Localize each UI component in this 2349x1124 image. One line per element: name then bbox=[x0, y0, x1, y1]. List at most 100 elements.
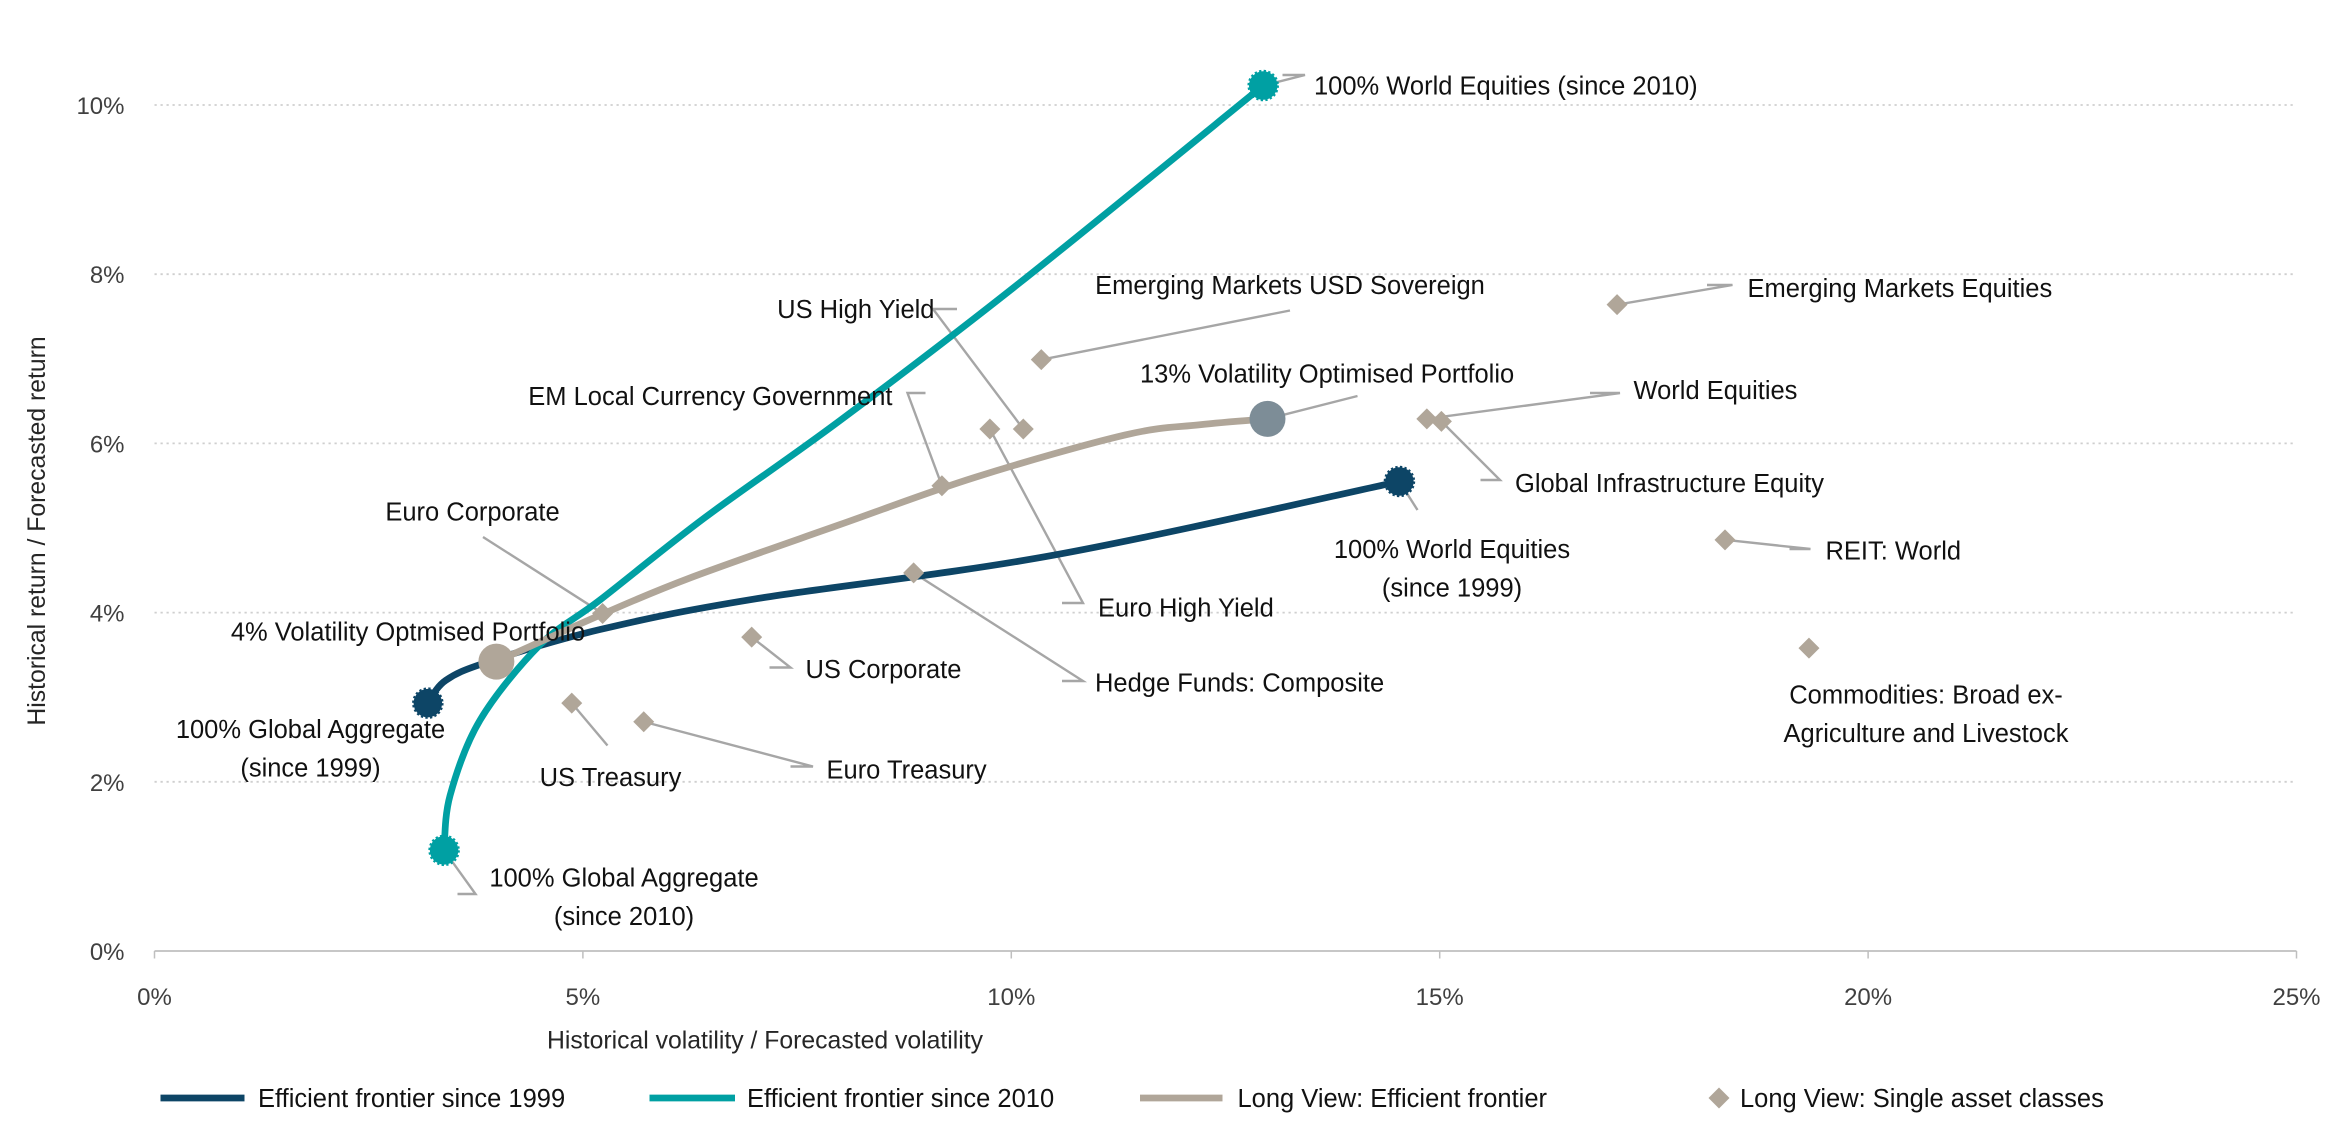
leader-line bbox=[1426, 391, 1621, 421]
asset-label: Global Infrastructure Equity bbox=[1515, 470, 1824, 498]
leader-line bbox=[750, 636, 794, 669]
global-aggregate-1999-marker bbox=[412, 687, 444, 719]
x-tick-label: 5% bbox=[566, 984, 601, 1011]
label-line: Euro Corporate bbox=[385, 499, 559, 527]
label-line: US Corporate bbox=[806, 656, 962, 684]
x-axis-title: Historical volatility / Forecasted volat… bbox=[547, 1028, 984, 1055]
y-axis-title: Historical return / Forecasted return bbox=[24, 336, 51, 725]
label-line: 100% World Equities bbox=[1334, 536, 1570, 564]
x-tick-label: 15% bbox=[1416, 984, 1464, 1011]
x-tick-label: 25% bbox=[2272, 984, 2320, 1011]
label-line: Hedge Funds: Composite bbox=[1095, 670, 1384, 698]
asset-diamond-marker bbox=[592, 602, 614, 624]
label-line: US High Yield bbox=[777, 296, 934, 324]
asset-diamond-marker bbox=[1714, 529, 1736, 551]
label-line: (since 2010) bbox=[554, 903, 694, 931]
label-line: (since 1999) bbox=[240, 754, 380, 782]
opt-portfolio-13-label: 13% Volatility Optimised Portfolio bbox=[1140, 361, 1514, 389]
global-aggregate-1999-label: 100% Global Aggregate (since 1999) bbox=[176, 716, 445, 782]
x-tick-label: 10% bbox=[987, 984, 1035, 1011]
label-line: Euro High Yield bbox=[1098, 595, 1274, 623]
label-line: 100% Global Aggregate bbox=[489, 865, 758, 893]
asset-label: US Corporate bbox=[806, 656, 962, 684]
asset-label: Emerging Markets USD Sovereign bbox=[1095, 272, 1485, 300]
leader-line bbox=[570, 702, 609, 747]
label-line: Commodities: Broad ex- bbox=[1789, 682, 2063, 710]
asset-label: REIT: World bbox=[1826, 538, 1962, 566]
leader-lines bbox=[443, 73, 1811, 896]
opt-portfolio-4-marker bbox=[478, 643, 515, 680]
legend-swatch-diamond bbox=[1708, 1087, 1730, 1109]
legend-label: Efficient frontier since 1999 bbox=[258, 1085, 565, 1113]
asset-label: Emerging Markets Equities bbox=[1748, 275, 2053, 303]
label-line: 13% Volatility Optimised Portfolio bbox=[1140, 361, 1514, 389]
legend-label: Efficient frontier since 2010 bbox=[747, 1085, 1054, 1113]
label-line: Euro Treasury bbox=[827, 757, 987, 785]
asset-diamond-marker bbox=[741, 626, 763, 648]
asset-diamond-marker bbox=[1416, 408, 1438, 430]
label-line: US Treasury bbox=[540, 764, 682, 792]
leader-line bbox=[905, 391, 944, 487]
opt-portfolio-13-marker bbox=[1249, 400, 1286, 437]
legend-label: Long View: Single asset classes bbox=[1740, 1085, 2104, 1113]
leader-line bbox=[930, 307, 1025, 430]
asset-label: Commodities: Broad ex- Agriculture and Li… bbox=[1784, 682, 2069, 748]
label-line: REIT: World bbox=[1826, 538, 1962, 566]
label-line: Emerging Markets USD Sovereign bbox=[1095, 272, 1485, 300]
asset-label: US Treasury bbox=[540, 764, 682, 792]
global-aggregate-2010-label: 100% Global Aggregate (since 2010) bbox=[489, 865, 758, 931]
legend: Efficient frontier since 1999 Efficient f… bbox=[160, 1085, 2104, 1113]
label-line: EM Local Currency Government bbox=[528, 383, 892, 411]
label-line: Emerging Markets Equities bbox=[1748, 275, 2053, 303]
asset-diamond-marker bbox=[1030, 349, 1052, 371]
long-view-frontier-line bbox=[492, 415, 1271, 666]
frontier-2010-line bbox=[440, 82, 1267, 854]
y-tick-label: 6% bbox=[90, 431, 125, 458]
asset-diamond-marker bbox=[979, 418, 1001, 440]
label-line: Global Infrastructure Equity bbox=[1515, 470, 1824, 498]
label-line: (since 1999) bbox=[1382, 574, 1522, 602]
label-line: 100% World Equities (since 2010) bbox=[1314, 73, 1698, 101]
asset-label: Euro High Yield bbox=[1098, 595, 1274, 623]
asset-diamond-marker bbox=[561, 692, 583, 714]
asset-diamond-marker bbox=[1606, 294, 1628, 316]
asset-label: EM Local Currency Government bbox=[528, 383, 892, 411]
point-markers bbox=[412, 69, 1820, 867]
asset-label: Euro Treasury bbox=[827, 757, 987, 785]
label-line: 4% Volatility Optmised Portfolio bbox=[231, 619, 585, 647]
label-line: 100% Global Aggregate bbox=[176, 716, 445, 744]
point-labels: Emerging Markets Equities World Equities G… bbox=[176, 73, 2069, 931]
y-tick-label: 8% bbox=[90, 262, 125, 289]
y-tick-label: 0% bbox=[90, 939, 125, 966]
asset-label: Hedge Funds: Composite bbox=[1095, 670, 1384, 698]
world-equities-2010-label: 100% World Equities (since 2010) bbox=[1314, 73, 1698, 101]
leader-line bbox=[988, 428, 1086, 605]
asset-diamond-marker bbox=[1012, 418, 1034, 440]
leader-line bbox=[1262, 73, 1306, 87]
leader-line bbox=[912, 571, 1088, 683]
asset-label: US High Yield bbox=[777, 296, 934, 324]
y-tick-label: 2% bbox=[90, 770, 125, 797]
asset-label: Euro Corporate bbox=[385, 499, 559, 527]
leader-line bbox=[1041, 309, 1291, 361]
leader-line bbox=[1440, 420, 1503, 482]
asset-diamond-marker bbox=[931, 475, 953, 497]
legend-label: Long View: Efficient frontier bbox=[1238, 1085, 1548, 1113]
leader-line bbox=[643, 720, 814, 768]
asset-diamond-marker bbox=[633, 711, 655, 733]
asset-diamond-marker bbox=[1798, 637, 1820, 659]
leader-line bbox=[482, 535, 604, 615]
asset-diamond-marker bbox=[903, 562, 925, 584]
y-tick-label: 4% bbox=[90, 601, 125, 628]
opt-portfolio-4-label: 4% Volatility Optmised Portfolio bbox=[231, 619, 585, 647]
frontier-lines bbox=[424, 82, 1403, 854]
x-tick-label: 0% bbox=[137, 984, 172, 1011]
world-equities-2010-marker bbox=[1247, 69, 1279, 102]
x-tick-label: 20% bbox=[1844, 984, 1892, 1011]
world-equities-1999-marker bbox=[1383, 465, 1416, 498]
label-line: Agriculture and Livestock bbox=[1784, 720, 2069, 748]
y-tick-label: 10% bbox=[76, 93, 124, 120]
leader-line bbox=[1616, 283, 1733, 306]
axes: 0% 2% 4% 6% 8% 10% 0% 5% 10% 15% 20% 25% bbox=[76, 93, 2320, 1011]
